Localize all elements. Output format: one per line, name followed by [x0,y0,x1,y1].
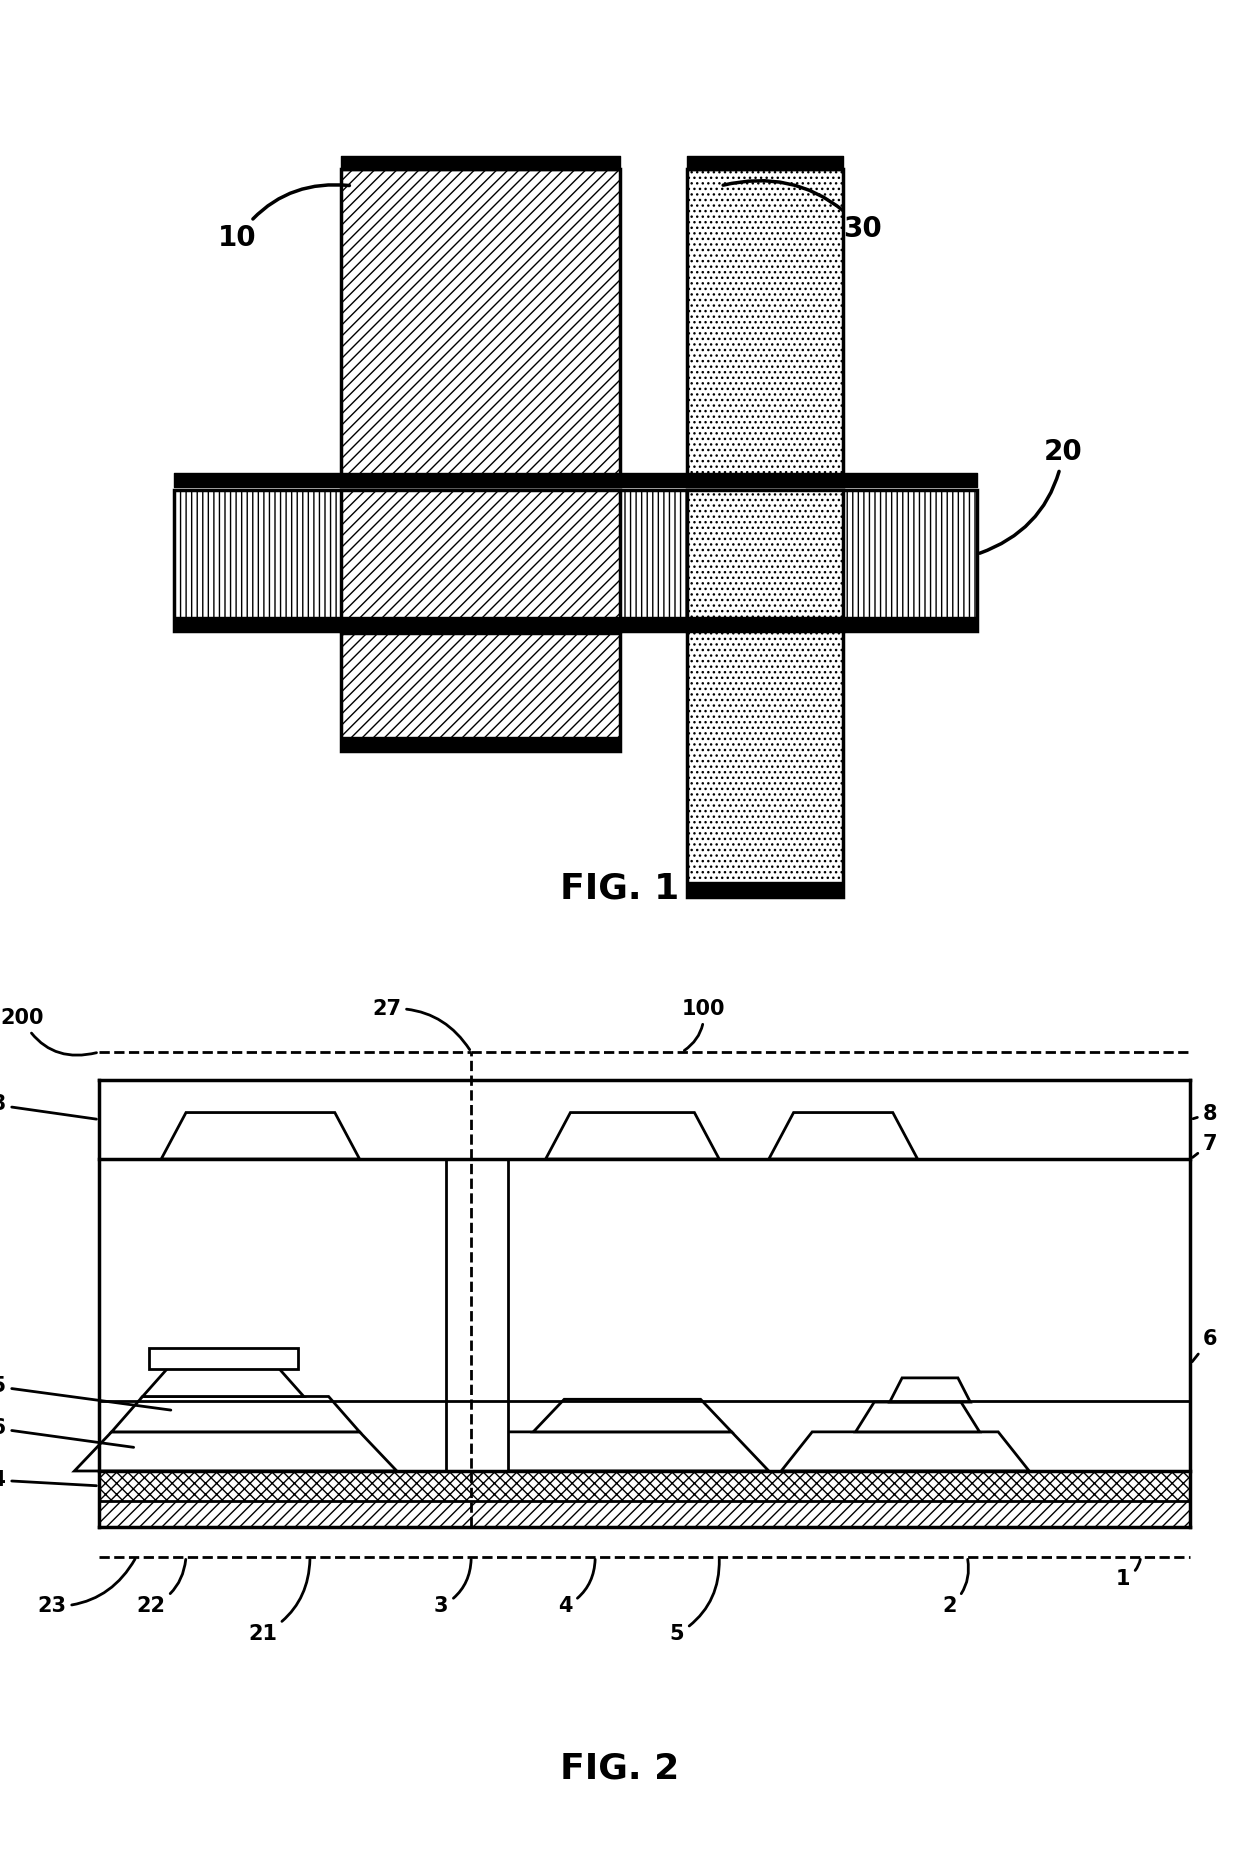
Text: 200: 200 [0,1007,97,1056]
Polygon shape [889,1378,971,1402]
Polygon shape [856,1402,980,1432]
Bar [341,169,620,486]
Polygon shape [161,1112,360,1158]
Text: FIG. 2: FIG. 2 [560,1752,680,1786]
Bar [687,631,843,897]
Polygon shape [781,1432,1029,1471]
Text: 1: 1 [1116,1558,1141,1588]
Text: 10: 10 [218,184,350,251]
Bar [446,1158,508,1471]
Bar [149,1348,298,1369]
Text: 21: 21 [248,1558,310,1644]
Text: 30: 30 [723,181,882,244]
Polygon shape [533,1400,732,1432]
Polygon shape [546,1112,719,1158]
Text: 5: 5 [670,1558,719,1644]
Bar [99,1501,1190,1527]
Text: 7: 7 [1193,1134,1218,1158]
Text: 23: 23 [37,1558,135,1616]
Polygon shape [143,1369,304,1396]
Bar [687,490,843,631]
Text: 25: 25 [0,1376,171,1410]
Text: 22: 22 [136,1558,186,1616]
Bar [341,490,620,631]
Text: 8: 8 [1193,1104,1218,1123]
Text: 3: 3 [434,1558,471,1616]
Bar [99,1471,1190,1501]
Text: 100: 100 [682,998,725,1050]
Bar [687,169,843,486]
Bar [99,1080,1190,1527]
Polygon shape [74,1432,397,1471]
Text: 28: 28 [0,1095,97,1119]
Text: 27: 27 [372,998,470,1050]
Text: 26: 26 [0,1417,134,1447]
Text: 24: 24 [0,1469,97,1490]
Text: 4: 4 [558,1558,595,1616]
Polygon shape [471,1432,769,1471]
Text: FIG. 1: FIG. 1 [560,871,680,905]
Text: 20: 20 [980,438,1083,553]
Text: 6: 6 [1192,1329,1218,1361]
Polygon shape [112,1396,360,1432]
Polygon shape [769,1112,918,1158]
Text: 2: 2 [942,1558,968,1616]
Bar [341,633,620,750]
Bar [174,490,977,631]
